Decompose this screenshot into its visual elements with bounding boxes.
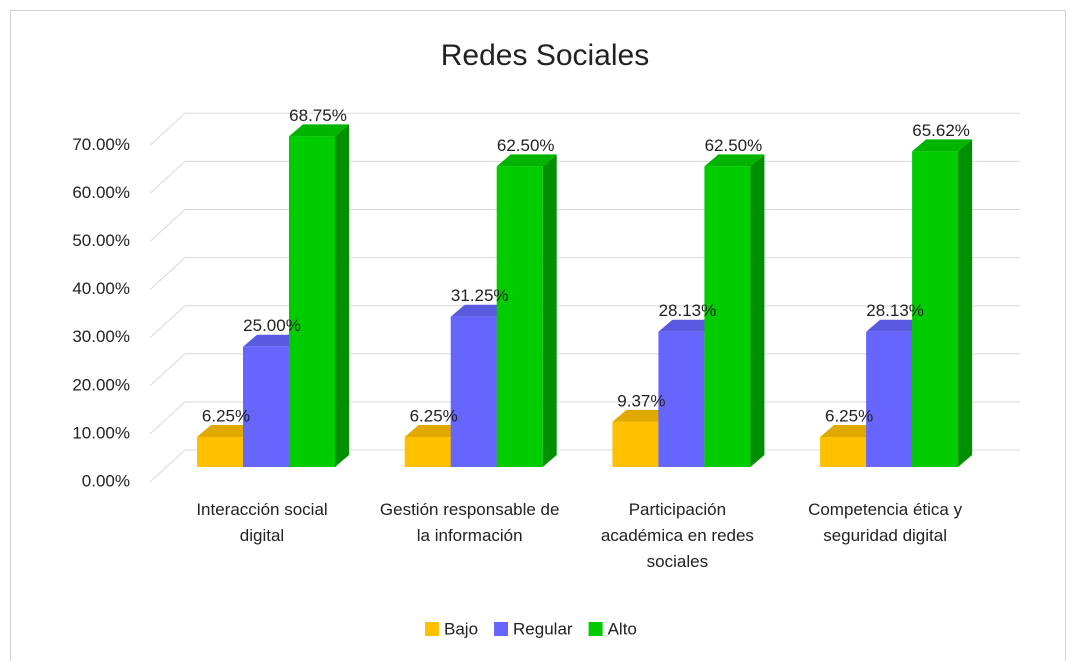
bar [704,166,751,467]
data-label: 6.25% [202,406,250,425]
bar-top [704,154,765,167]
bar-top [289,124,349,137]
data-label: 28.13% [659,301,717,320]
legend-label: Alto [608,619,637,638]
data-label: 62.50% [705,136,763,155]
bar-top [243,334,303,347]
bar-side [542,154,557,467]
legend-label: Regular [513,619,573,638]
bar [866,331,913,467]
grid-line [149,209,1020,242]
data-label: 6.25% [410,406,458,425]
data-label: 31.25% [451,286,509,305]
data-label: 62.50% [497,136,555,155]
data-label: 25.00% [243,316,301,335]
y-tick-label: 20.00% [72,375,130,394]
y-tick-label: 50.00% [72,231,130,250]
bar-side [335,124,349,467]
bar-top [450,304,511,317]
data-label: 9.37% [617,391,665,410]
grid-line [149,257,1020,290]
grid-line [149,160,1020,194]
y-tick-label: 0.00% [82,471,130,490]
x-tick-label: Participación académica en redes sociale… [600,500,754,571]
chart-title: Redes Sociales [441,39,649,72]
data-label: 28.13% [866,301,924,320]
bar [197,436,243,467]
legend-swatch [425,622,439,636]
grid-line [149,112,1020,146]
data-label: 65.62% [912,121,970,140]
legend-swatch [494,622,509,636]
bar-top [820,424,881,437]
bar [496,166,543,467]
bar [658,331,705,467]
data-label: 6.25% [825,406,873,425]
y-tick-label: 70.00% [72,135,130,154]
bar [912,151,959,467]
bar-side [958,139,973,467]
bar [404,436,451,467]
bar [612,421,659,467]
bar [243,346,289,467]
chart-border [10,10,1066,661]
bar [450,316,497,467]
bar-top [912,139,973,152]
x-tick-label: Gestión responsable de la información [379,500,560,545]
bar-top [612,409,673,422]
bar-top [197,424,257,437]
bar-top [496,154,557,167]
x-tick-label: Competencia ética y seguridad digital [808,500,963,545]
bar-top [404,424,465,437]
y-tick-label: 10.00% [72,423,130,442]
bar-side [750,154,765,467]
y-tick-label: 30.00% [72,327,130,346]
bar-top [658,319,719,332]
bar-top [866,319,927,332]
bar [820,436,867,467]
y-tick-label: 60.00% [72,183,130,202]
y-tick-label: 40.00% [72,279,130,298]
legend-label: Bajo [444,619,478,638]
legend-swatch [588,622,603,636]
x-tick-label: Interacción social digital [196,500,328,545]
data-label: 68.75% [289,106,347,125]
bar [289,136,335,467]
